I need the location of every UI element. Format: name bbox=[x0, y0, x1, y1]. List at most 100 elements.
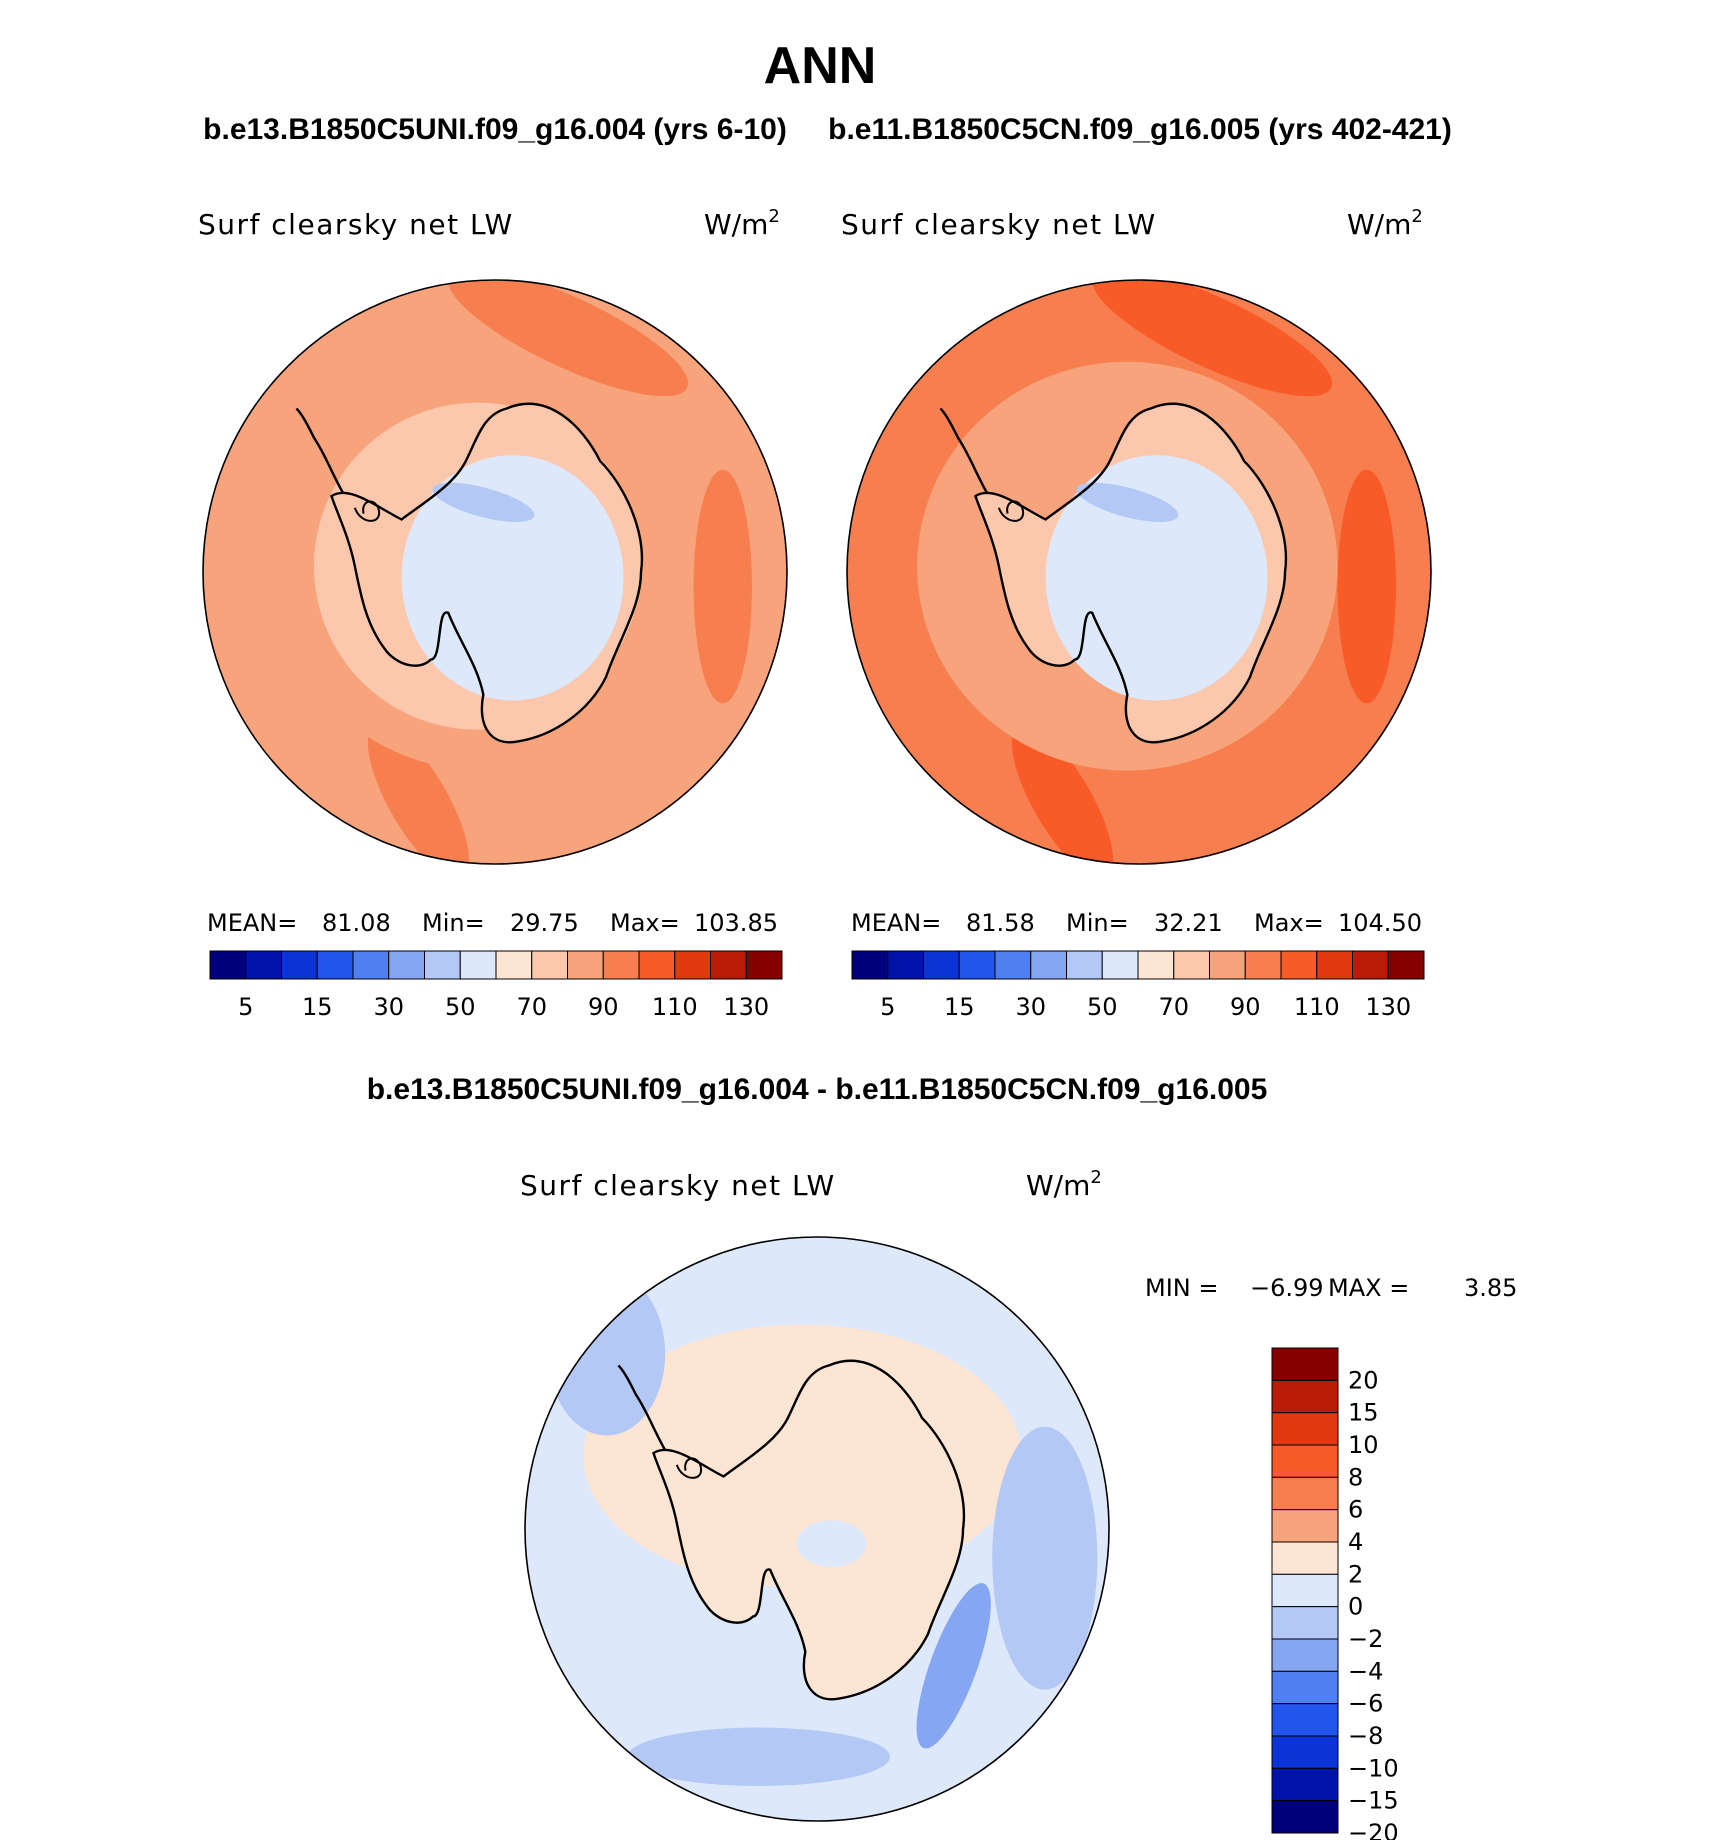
difference-colorbar-tick-label: 4 bbox=[1348, 1528, 1363, 1556]
difference-units-base: W/m bbox=[1026, 1169, 1090, 1202]
difference-colorbar-tick-label: −20 bbox=[1348, 1819, 1399, 1840]
case-mean-label: MEAN= bbox=[207, 909, 297, 937]
difference-colorbar-tick-label: 8 bbox=[1348, 1463, 1363, 1491]
difference-stats: MIN = −6.99 MAX = 3.85 bbox=[1145, 1274, 1517, 1302]
control-colorbar-swatch bbox=[1173, 950, 1210, 980]
difference-min-label: MIN = bbox=[1145, 1274, 1218, 1302]
case-colorbar-swatch bbox=[567, 950, 604, 980]
control-stats: MEAN= 81.58 Min= 32.21 Max= 104.50 bbox=[851, 909, 1422, 937]
case-colorbar-swatch bbox=[424, 950, 461, 980]
difference-negative-south bbox=[627, 1727, 890, 1786]
control-mean-value: 81.58 bbox=[966, 909, 1035, 937]
case-band-southwest bbox=[367, 724, 470, 864]
case-units-base: W/m bbox=[704, 208, 768, 241]
control-panel: b.e11.B1850C5CN.f09_g16.005 (yrs 402-421… bbox=[828, 113, 1452, 1021]
difference-units-label: W/m2 bbox=[1026, 1167, 1102, 1202]
case-max-label: Max= bbox=[610, 909, 680, 937]
difference-colorbar-tick-label: −6 bbox=[1348, 1690, 1383, 1718]
case-units-exponent: 2 bbox=[768, 206, 779, 227]
difference-colorbar-swatch bbox=[1271, 1573, 1339, 1608]
case-band-north bbox=[448, 280, 689, 397]
difference-colorbar-tick-label: 2 bbox=[1348, 1560, 1363, 1588]
difference-colorbar-swatch bbox=[1271, 1379, 1339, 1414]
case-colorbar-tick-label: 50 bbox=[445, 993, 476, 1021]
control-colorbar-tick-label: 130 bbox=[1365, 993, 1411, 1021]
difference-polar-map bbox=[525, 1237, 1109, 1821]
control-panel-title: b.e11.B1850C5CN.f09_g16.005 (yrs 402-421… bbox=[828, 113, 1452, 146]
case-map-border bbox=[202, 279, 788, 865]
difference-colorbar-swatch bbox=[1271, 1444, 1339, 1478]
case-colorbar-tick-label: 30 bbox=[373, 993, 404, 1021]
control-colorbar-swatch bbox=[1066, 950, 1103, 980]
case-land-interior bbox=[401, 455, 624, 701]
case-field bbox=[203, 280, 787, 864]
case-colorbar-swatch bbox=[352, 950, 390, 980]
control-max-value: 104.50 bbox=[1338, 909, 1422, 937]
difference-colorbar-swatch bbox=[1271, 1735, 1339, 1769]
control-map-border bbox=[846, 279, 1432, 865]
case-polar-map bbox=[203, 245, 787, 892]
control-land-interior bbox=[1045, 455, 1268, 701]
control-variable-label: Surf clearsky net LW bbox=[841, 208, 1157, 241]
control-colorbar-swatch bbox=[1030, 950, 1067, 980]
difference-colorbar-swatch bbox=[1271, 1541, 1339, 1575]
case-colorbar-tick-label: 90 bbox=[588, 993, 619, 1021]
case-max-value: 103.85 bbox=[694, 909, 778, 937]
difference-colorbar-tick-label: −10 bbox=[1348, 1754, 1399, 1782]
case-colorbar-tick-label: 15 bbox=[302, 993, 333, 1021]
case-units-label: W/m2 bbox=[704, 206, 780, 241]
difference-colorbar-tick-label: 10 bbox=[1348, 1431, 1379, 1459]
control-colorbar-swatch bbox=[1137, 950, 1175, 980]
control-mean-label: MEAN= bbox=[851, 909, 941, 937]
control-colorbar-tick-label: 70 bbox=[1158, 993, 1189, 1021]
difference-colorbar-tick-label: −8 bbox=[1348, 1722, 1383, 1750]
case-colorbar-swatch bbox=[602, 950, 640, 980]
figure-title: ANN bbox=[764, 37, 877, 95]
control-units-base: W/m bbox=[1347, 208, 1411, 241]
control-colorbar-swatch bbox=[1280, 950, 1318, 980]
control-units-exponent: 2 bbox=[1411, 206, 1422, 227]
case-colorbar-swatch bbox=[674, 950, 711, 980]
difference-colorbar-swatch bbox=[1271, 1606, 1339, 1640]
difference-colorbar-swatch bbox=[1271, 1476, 1339, 1511]
difference-colorbar-swatch bbox=[1271, 1767, 1339, 1802]
control-colorbar-swatch bbox=[923, 950, 960, 980]
difference-panel-title: b.e13.B1850C5UNI.f09_g16.004 - b.e11.B18… bbox=[367, 1073, 1268, 1106]
case-variable-label: Surf clearsky net LW bbox=[198, 208, 514, 241]
control-units-label: W/m2 bbox=[1347, 206, 1423, 241]
control-min-label: Min= bbox=[1066, 909, 1129, 937]
control-colorbar-swatch bbox=[1387, 950, 1425, 980]
control-colorbar-swatch bbox=[1352, 950, 1389, 980]
control-colorbar-tick-label: 110 bbox=[1294, 993, 1340, 1021]
control-band-east bbox=[1337, 469, 1396, 704]
difference-colorbar-swatch bbox=[1271, 1412, 1339, 1446]
case-colorbar-swatch bbox=[281, 950, 318, 980]
case-colorbar-swatch bbox=[710, 950, 747, 980]
difference-map-border bbox=[524, 1236, 1110, 1822]
control-colorbar-swatch bbox=[1209, 950, 1246, 980]
case-colorbar-tick-label: 110 bbox=[652, 993, 698, 1021]
case-colorbar-swatch bbox=[745, 950, 783, 980]
difference-land-neutral-patch bbox=[796, 1520, 867, 1567]
case-colorbar-tick-label: 5 bbox=[238, 993, 253, 1021]
difference-colorbar-tick-label: 15 bbox=[1348, 1399, 1379, 1427]
difference-colorbar-swatch bbox=[1271, 1670, 1339, 1705]
case-stats: MEAN= 81.08 Min= 29.75 Max= 103.85 bbox=[207, 909, 778, 937]
control-field bbox=[847, 280, 1431, 864]
case-colorbar: 5 15 30 50 70 90 110 130 bbox=[209, 950, 783, 1021]
control-colorbar-tick-label: 90 bbox=[1230, 993, 1261, 1021]
case-colorbar-swatch bbox=[388, 950, 425, 980]
control-low-patch bbox=[1076, 482, 1179, 522]
case-colorbar-swatch bbox=[316, 950, 354, 980]
case-colorbar-swatch bbox=[459, 950, 497, 980]
control-colorbar-swatch bbox=[994, 950, 1032, 980]
difference-min-value: −6.99 bbox=[1250, 1274, 1324, 1302]
difference-colorbar-tick-label: 6 bbox=[1348, 1496, 1363, 1524]
control-colorbar-swatch bbox=[887, 950, 924, 980]
difference-colorbar-swatch bbox=[1271, 1703, 1339, 1737]
control-polar-map bbox=[847, 245, 1431, 892]
difference-colorbar-tick-label: 20 bbox=[1348, 1366, 1379, 1394]
case-min-label: Min= bbox=[422, 909, 485, 937]
difference-negative-east bbox=[992, 1426, 1098, 1690]
